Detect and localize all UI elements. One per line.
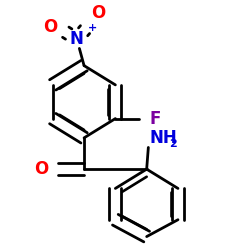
Text: 2: 2 xyxy=(170,139,177,149)
Text: O: O xyxy=(91,4,106,22)
Text: F: F xyxy=(149,110,160,128)
Text: NH: NH xyxy=(149,129,177,147)
Text: +: + xyxy=(88,23,97,33)
Text: N: N xyxy=(70,30,84,48)
Text: O: O xyxy=(34,160,48,178)
Text: O: O xyxy=(43,18,58,36)
